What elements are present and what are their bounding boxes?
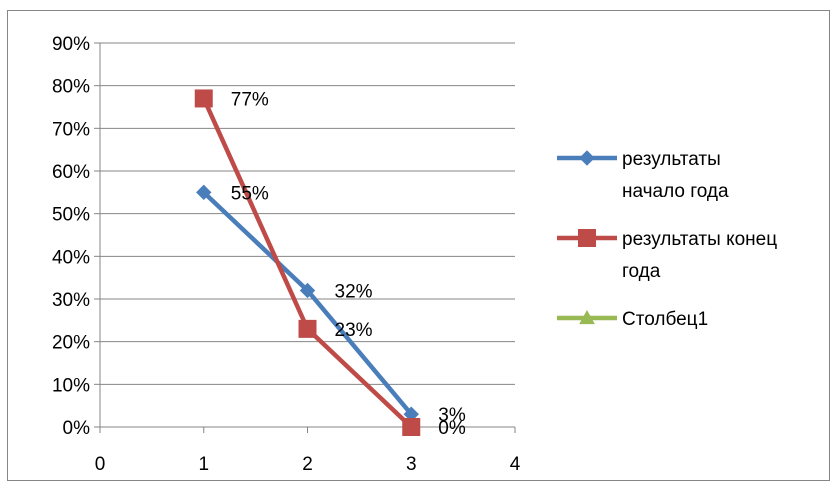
axes: 0% 10% 20% 30% 40% 50% 60% 70% 80% 90% 0 1 2 3 4 <box>52 34 521 475</box>
legend-label-line: результаты конец <box>622 229 777 250</box>
data-label: 3% <box>438 405 466 426</box>
legend: результаты начало года результаты конец год… <box>557 149 777 330</box>
data-label: 23% <box>335 320 373 341</box>
x-tick-label: 2 <box>302 454 313 475</box>
legend-marker <box>579 309 595 325</box>
gridlines <box>100 42 515 385</box>
y-tick-label: 10% <box>52 375 90 396</box>
data-point <box>196 184 212 201</box>
y-tick-label: 90% <box>52 34 90 55</box>
x-tick-label: 1 <box>198 454 209 475</box>
chart-border <box>7 10 830 481</box>
legend-label-line: начало года <box>622 181 729 202</box>
data-label: 77% <box>231 89 269 110</box>
y-tick-label: 0% <box>63 418 91 439</box>
y-tick-label: 40% <box>52 247 90 268</box>
legend-marker <box>579 150 595 166</box>
legend-label: Столбец1 <box>622 309 708 330</box>
y-tick-label: 50% <box>52 205 90 226</box>
x-tick-label: 3 <box>406 454 417 475</box>
legend-label-line: результаты <box>622 149 721 170</box>
y-tick-label: 80% <box>52 77 90 98</box>
data-label: 32% <box>335 281 373 302</box>
y-tick-label: 70% <box>52 119 90 140</box>
legend-label-line: Столбец1 <box>622 309 708 330</box>
data-point <box>298 319 317 338</box>
data-label: 55% <box>231 183 269 204</box>
x-tick-label: 0 <box>95 454 106 475</box>
legend-label: результаты начало года <box>622 149 729 202</box>
data-point <box>402 418 421 436</box>
legend-marker <box>578 229 596 247</box>
y-tick-label: 30% <box>52 290 90 311</box>
data-label: 0% <box>438 418 466 439</box>
data-point <box>299 282 316 299</box>
legend-label: результаты конец года <box>622 229 777 282</box>
y-tick-label: 60% <box>52 162 90 183</box>
x-tick-label: 4 <box>510 454 521 475</box>
data-point <box>194 89 213 108</box>
plot-area: 55% 32% 3% 77% 23% 0% <box>194 89 466 439</box>
y-tick-label: 20% <box>52 333 90 354</box>
legend-label-line: года <box>622 261 661 282</box>
